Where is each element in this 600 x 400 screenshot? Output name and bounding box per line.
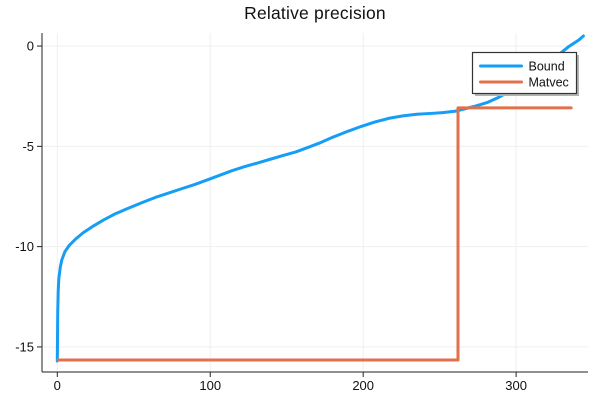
legend-label-matvec: Matvec (529, 76, 569, 90)
series-line-bound (55, 34, 585, 363)
x-tick-label: 300 (505, 378, 527, 393)
y-tick-label: -10 (15, 239, 34, 254)
x-tick-label: 0 (54, 378, 61, 393)
x-tick-label: 100 (199, 378, 221, 393)
x-tick-label: 200 (352, 378, 374, 393)
legend-box (471, 51, 578, 95)
y-tick-label: 0 (27, 39, 34, 54)
y-tick-label: -5 (22, 139, 34, 154)
chart-title: Relative precision (244, 3, 386, 23)
legend-label-bound: Bound (529, 60, 565, 74)
series-line-matvec (56, 106, 573, 362)
y-tick-label: -15 (15, 339, 34, 354)
